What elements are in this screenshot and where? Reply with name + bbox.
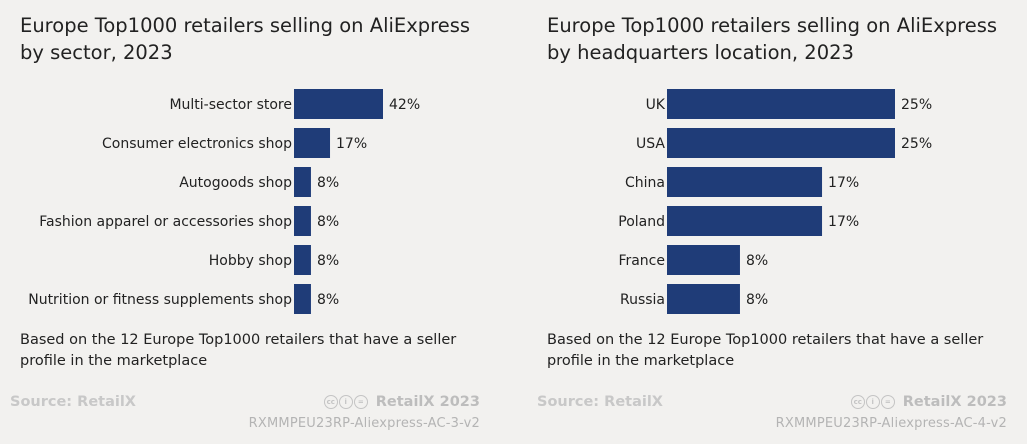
brand-label: RetailX 2023: [902, 394, 1007, 410]
cc-license-icon: cc i =: [850, 395, 895, 409]
chart-code: RXMMPEU23RP-Aliexpress-AC-4-v2: [775, 416, 1007, 431]
category-label: Consumer electronics shop: [102, 136, 292, 152]
value-label: 8%: [317, 253, 339, 269]
bar: [294, 167, 311, 197]
category-label: Nutrition or fitness supplements shop: [28, 292, 292, 308]
value-label: 42%: [389, 97, 420, 113]
bar: [294, 89, 383, 119]
category-label: Hobby shop: [209, 253, 292, 269]
hq-chart-panel: Europe Top1000 retailers selling on AliE…: [527, 0, 1027, 444]
bar: [667, 206, 823, 236]
sector-chart-panel: Europe Top1000 retailers selling on AliE…: [0, 0, 500, 444]
category-label: USA: [636, 136, 665, 152]
category-label: UK: [646, 97, 666, 113]
chart-title: Europe Top1000 retailers selling on AliE…: [547, 14, 998, 64]
brand-label: RetailX 2023: [375, 394, 480, 410]
category-label: Autogoods shop: [179, 175, 292, 191]
category-label: Poland: [618, 214, 665, 230]
chart-note: Based on the 12 Europe Top1000 retailers…: [20, 332, 457, 369]
bar: [294, 284, 311, 314]
value-label: 8%: [317, 214, 339, 230]
chart-title: Europe Top1000 retailers selling on AliE…: [20, 14, 471, 64]
value-label: 25%: [901, 97, 932, 113]
value-label: 17%: [828, 214, 859, 230]
bar: [294, 128, 331, 158]
value-label: 8%: [317, 292, 339, 308]
value-label: 25%: [901, 136, 932, 152]
sector-bar-chart: Multi-sector store 42% Consumer electronic…: [28, 89, 420, 314]
brand-block: cc i = RetailX 2023: [323, 394, 480, 410]
bar: [667, 167, 823, 197]
value-label: 17%: [336, 136, 367, 152]
category-label: Russia: [620, 292, 665, 308]
brand-block: cc i = RetailX 2023: [850, 394, 1007, 410]
source-label: Source: RetailX: [537, 394, 663, 410]
bar: [294, 245, 311, 275]
value-label: 17%: [828, 175, 859, 191]
category-label: Fashion apparel or accessories shop: [39, 214, 292, 230]
source-label: Source: RetailX: [10, 394, 136, 410]
value-label: 8%: [746, 292, 768, 308]
bar: [294, 206, 311, 236]
hq-bar-chart: UK 25% USA 25% China 17% Poland 17% France 8% Russ…: [618, 89, 932, 314]
category-label: France: [618, 253, 665, 269]
bar: [667, 245, 740, 275]
bar: [667, 128, 895, 158]
category-label: China: [625, 175, 665, 191]
cc-license-icon: cc i =: [323, 395, 368, 409]
bar: [667, 284, 740, 314]
value-label: 8%: [746, 253, 768, 269]
value-label: 8%: [317, 175, 339, 191]
category-label: Multi-sector store: [169, 97, 292, 113]
chart-note: Based on the 12 Europe Top1000 retailers…: [547, 332, 984, 369]
bar: [667, 89, 895, 119]
chart-code: RXMMPEU23RP-Aliexpress-AC-3-v2: [248, 416, 480, 431]
